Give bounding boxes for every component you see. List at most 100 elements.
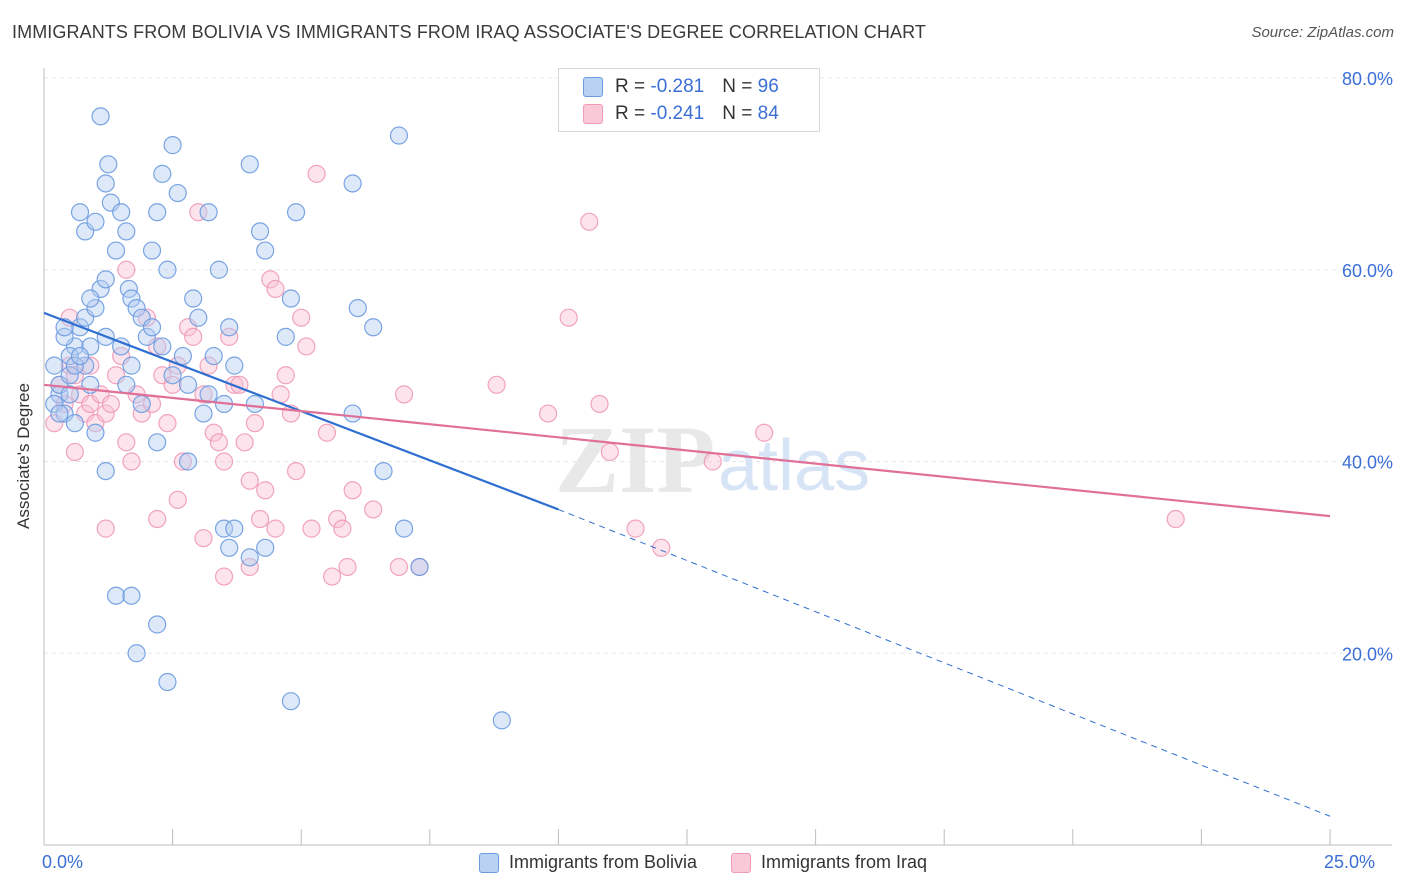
series-legend-swatch-iraq	[731, 852, 751, 873]
iraq-point-51	[317, 423, 337, 442]
bolivia-point-62	[220, 538, 239, 557]
bolivia-point-41	[168, 183, 187, 203]
iraq-point-48	[297, 337, 316, 356]
iraq-point-64	[580, 212, 599, 231]
bolivia-point-74	[343, 174, 362, 193]
iraq-point-40	[256, 481, 275, 500]
bolivia-point-38	[142, 241, 162, 260]
legend-n-label: N =	[722, 76, 758, 97]
iraq-point-57	[364, 500, 383, 519]
y-axis-label: Associate's Degree	[14, 383, 33, 529]
legend-row-bolivia: R = -0.281 N = 96	[583, 75, 779, 99]
legend-n-label: N =	[722, 103, 758, 124]
iraq-point-77	[148, 509, 167, 529]
bolivia-point-52	[220, 318, 239, 337]
series-bolivia-points	[45, 107, 511, 730]
bolivia-point-18	[70, 203, 90, 222]
bolivia-point-84	[50, 404, 69, 423]
bolivia-point-8	[60, 346, 79, 366]
bolivia-point-86	[65, 356, 84, 375]
y-tick-label-1: 40.0%	[1342, 453, 1393, 473]
iraq-point-55	[338, 557, 357, 577]
bolivia-point-25	[106, 241, 126, 260]
iraq-point-83	[65, 442, 84, 462]
legend-swatch-iraq	[583, 104, 603, 124]
iraq-point-46	[286, 461, 306, 481]
legend-n-value: 84	[757, 103, 779, 124]
bolivia-point-72	[281, 289, 301, 308]
bolivia-point-10	[76, 356, 95, 375]
chart-source: Source: ZipAtlas.com	[1251, 24, 1394, 41]
iraq-point-28	[194, 385, 213, 404]
iraq-point-59	[394, 385, 414, 404]
bolivia-point-29	[122, 289, 141, 308]
bolivia-point-26	[112, 203, 131, 222]
bolivia-point-50	[209, 260, 228, 279]
bolivia-point-24	[99, 155, 118, 174]
bolivia-point-91	[132, 394, 151, 414]
bolivia-point-22	[91, 107, 110, 126]
iraq-point-41	[261, 270, 280, 289]
iraq-point-75	[96, 519, 115, 538]
iraq-point-39	[250, 509, 270, 529]
iraq-point-56	[343, 481, 362, 500]
bolivia-point-40	[163, 136, 182, 155]
iraq-point-24	[173, 452, 192, 471]
bolivia-point-55	[240, 155, 259, 174]
bolivia-point-49	[194, 404, 213, 423]
iraq-point-71	[1166, 509, 1185, 529]
series-legend-bolivia: Immigrants from Bolivia	[478, 852, 697, 873]
bolivia-point-46	[189, 308, 208, 327]
bolivia-point-39	[158, 260, 177, 279]
bolivia-point-7	[55, 327, 74, 346]
bolivia-point-33	[117, 375, 136, 394]
iraq-point-63	[559, 308, 578, 327]
iraq-point-47	[292, 308, 311, 327]
iraq-point-81	[240, 557, 259, 577]
iraq-point-65	[590, 394, 609, 414]
legend-r-value: -0.281	[650, 76, 705, 97]
iraq-point-42	[266, 279, 285, 299]
bolivia-point-12	[65, 414, 84, 433]
bolivia-point-14	[86, 299, 105, 318]
correlation-legend: R = -0.281 N = 96 R = -0.241 N = 84	[558, 68, 820, 132]
iraq-point-50	[307, 164, 326, 183]
bolivia-point-34	[122, 356, 141, 375]
iraq-point-62	[539, 404, 558, 423]
iraq-point-44	[276, 366, 295, 385]
bolivia-point-79	[389, 126, 409, 145]
bolivia-point-5	[60, 366, 79, 385]
iraq-point-21	[158, 414, 177, 433]
iraq-point-9	[96, 404, 115, 423]
bolivia-point-60	[178, 452, 198, 471]
iraq-point-37	[240, 471, 259, 490]
iraq-point-1	[55, 394, 74, 414]
bolivia-point-57	[250, 222, 270, 241]
bolivia-point-68	[158, 672, 177, 692]
iraq-point-14	[122, 452, 141, 471]
bolivia-point-47	[178, 375, 198, 394]
iraq-point-76	[117, 260, 136, 279]
iraq-point-52	[322, 567, 342, 586]
legend-swatch-bolivia	[583, 77, 603, 97]
series-legend-label-iraq: Immigrants from Iraq	[761, 852, 928, 872]
bolivia-point-36	[148, 203, 167, 222]
iraq-point-70	[755, 423, 774, 442]
iraq-point-54	[333, 519, 352, 538]
y-tick-label-3: 80.0%	[1342, 69, 1393, 89]
iraq-point-27	[189, 203, 208, 222]
bolivia-point-70	[256, 538, 275, 557]
bolivia-point-65	[122, 586, 141, 605]
legend-r-label: R =	[615, 76, 651, 97]
trend-line-iraq	[43, 383, 1331, 518]
y-tick-labels: 20.0% 40.0% 60.0% 80.0%	[1342, 69, 1393, 664]
bolivia-point-78	[374, 461, 393, 481]
bolivia-point-23	[96, 174, 115, 193]
bolivia-point-80	[394, 519, 414, 538]
iraq-point-69	[703, 452, 722, 471]
bolivia-point-56	[245, 394, 265, 414]
bolivia-point-77	[364, 318, 383, 337]
bolivia-point-16	[81, 289, 100, 308]
bolivia-point-58	[256, 241, 275, 260]
